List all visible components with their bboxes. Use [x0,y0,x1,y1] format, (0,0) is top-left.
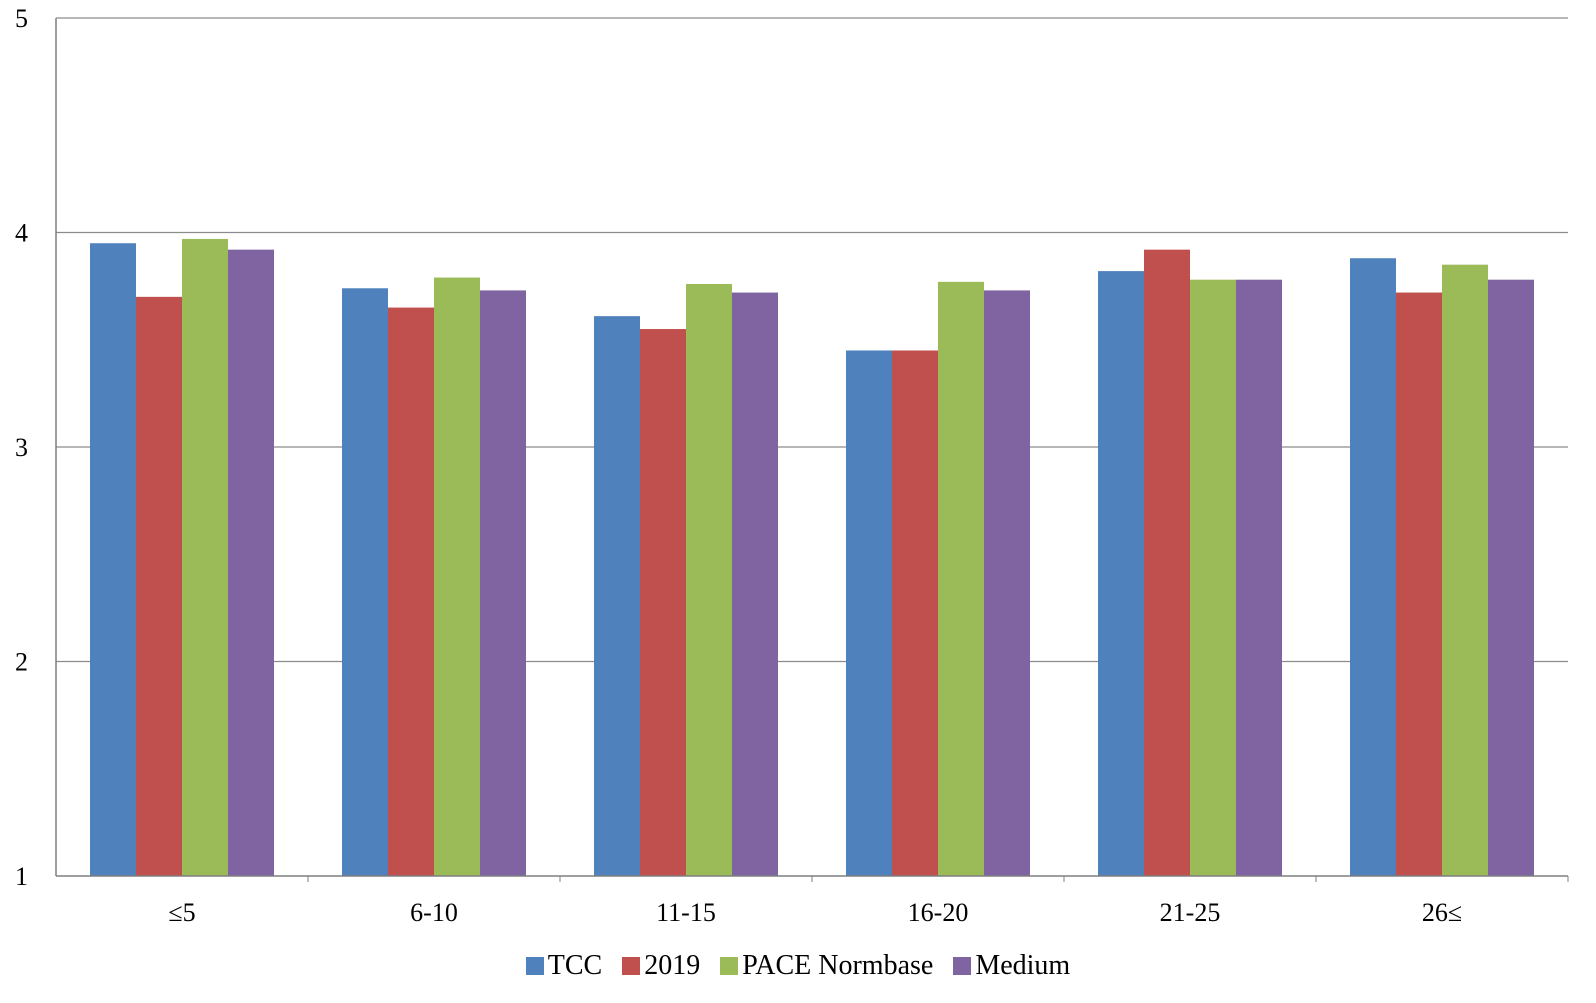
bar-pace-normbase-1 [434,277,480,876]
y-tick-label: 1 [15,862,28,891]
bar-2019-3 [892,350,938,877]
legend-item-pace-normbase: PACE Normbase [720,950,933,982]
bar-tcc-5 [1350,258,1396,876]
bar-tcc-3 [846,350,892,877]
bar-2019-0 [136,296,182,877]
bar-tcc-1 [342,288,388,876]
legend-swatch [953,957,972,975]
legend-swatch [525,957,544,975]
bar-pace-normbase-2 [686,283,732,877]
x-tick-label: ≤5 [168,898,195,927]
grid-lines [56,17,1568,663]
bar-medium-5 [1488,279,1534,876]
legend-item-2019: 2019 [622,950,700,982]
y-tick-labels: 1 2 3 4 5 [15,4,28,891]
axes [55,18,1569,882]
y-tick-label: 4 [15,219,28,248]
legend-item-medium: Medium [953,950,1070,982]
bar-medium-2 [732,292,778,876]
x-tick-labels: ≤5 6-10 11-15 16-20 21-25 26≤ [168,898,1462,927]
legend-label: 2019 [644,950,701,981]
y-tick-label: 2 [15,648,28,677]
legend: TCC 2019 PACE Normbase Medium [0,950,1596,982]
bar-pace-normbase-5 [1442,264,1488,876]
bar-pace-normbase-3 [938,281,984,877]
y-tick-label: 5 [15,4,28,33]
bar-2019-2 [640,329,686,876]
x-tick-label: 6-10 [410,898,458,927]
legend-label: TCC [547,950,603,981]
bar-medium-4 [1236,279,1282,876]
legend-label: PACE Normbase [742,950,934,981]
bar-tcc-2 [594,316,640,876]
bar-tcc-0 [90,243,136,877]
bar-pace-normbase-0 [182,238,228,876]
x-tick-label: 21-25 [1160,898,1221,927]
y-tick-label: 3 [15,433,28,462]
bar-medium-1 [480,290,526,876]
legend-label: Medium [975,950,1071,981]
bar-2019-4 [1144,249,1190,876]
bar-pace-normbase-4 [1190,279,1236,876]
legend-item-tcc: TCC [525,950,603,982]
x-tick-label: 11-15 [656,898,716,927]
legend-swatch [622,957,641,975]
bar-medium-3 [984,290,1030,876]
x-tick-label: 16-20 [908,898,969,927]
bars [90,238,1534,877]
bar-chart: 1 2 3 4 5 ≤5 6-10 11-15 16-20 21-25 26≤ [15,4,1569,927]
bar-2019-1 [388,307,434,876]
bar-2019-5 [1396,292,1442,876]
bar-tcc-4 [1098,271,1144,876]
legend-swatch [720,957,739,975]
bar-medium-0 [228,249,274,876]
x-tick-label: 26≤ [1422,898,1462,927]
